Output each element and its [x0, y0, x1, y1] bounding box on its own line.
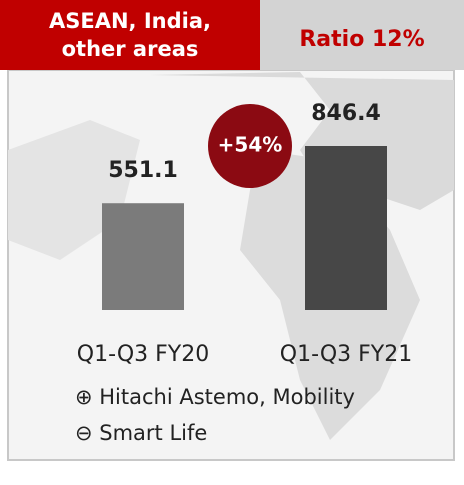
header-ratio: Ratio 12% [299, 27, 424, 52]
header-title: ASEAN, India, [49, 9, 211, 33]
plot: 551.1 Q1-Q3 FY20 846.4 Q1-Q3 FY21 +54% [77, 101, 412, 367]
bar [305, 146, 387, 310]
value-label: 846.4 [311, 101, 381, 126]
header-title: other areas [62, 37, 199, 61]
header-ratio-box [260, 0, 464, 70]
value-label: 551.1 [108, 158, 178, 183]
header-title-box [0, 0, 260, 70]
growth-label: +54% [218, 133, 283, 157]
note: ⊕ Hitachi Astemo, Mobility [75, 385, 355, 409]
x-tick-label: Q1-Q3 FY20 [77, 342, 209, 367]
growth-badge [208, 104, 292, 188]
x-tick-label: Q1-Q3 FY21 [280, 342, 412, 367]
bar [102, 203, 184, 310]
note: ⊖ Smart Life [75, 421, 207, 445]
